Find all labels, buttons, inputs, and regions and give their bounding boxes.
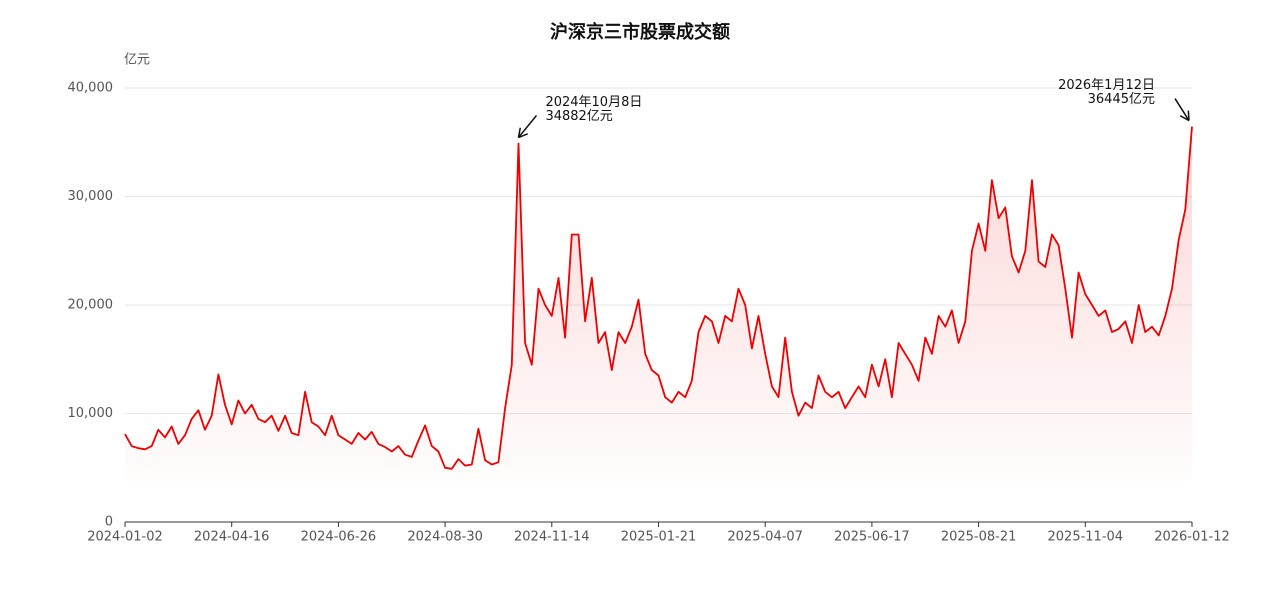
y-tick-label: 0 — [105, 515, 113, 530]
x-tick-label: 2024-11-14 — [514, 530, 590, 545]
y-tick-label: 10,000 — [68, 406, 114, 421]
y-tick-label: 20,000 — [68, 298, 114, 313]
y-tick-label: 30,000 — [68, 189, 114, 204]
x-tick-label: 2025-06-17 — [834, 530, 910, 545]
x-tick-label: 2025-11-04 — [1048, 530, 1124, 545]
annotation-date: 2026年1月12日 — [1058, 78, 1155, 93]
annotation-date: 2024年10月8日 — [545, 95, 642, 110]
line — [124, 126, 1193, 470]
x-tick-label: 2026-01-12 — [1154, 530, 1230, 545]
x-tick-label: 2025-04-07 — [727, 530, 803, 545]
area — [125, 126, 1192, 522]
annotation-arrowhead — [517, 127, 522, 138]
x-tick-label: 2025-08-21 — [941, 530, 1017, 545]
annotation-arrow — [1174, 98, 1190, 121]
annotation-arrowhead — [518, 133, 529, 139]
y-axis-label: 亿元 — [124, 53, 150, 68]
x-tick-label: 2025-01-21 — [621, 530, 697, 545]
y-tick-label: 40,000 — [68, 81, 114, 96]
x-tick-label: 2024-04-16 — [194, 530, 270, 545]
annotation-arrowhead — [1187, 110, 1190, 121]
chart-title: 沪深京三市股票成交额 — [550, 21, 730, 43]
x-tick-label: 2024-06-26 — [301, 530, 377, 545]
annotation-value: 36445亿元 — [1088, 92, 1155, 107]
annotation-arrow — [517, 115, 538, 139]
annotation-value: 34882亿元 — [545, 109, 612, 124]
annotation-arrowhead — [1179, 115, 1190, 122]
x-tick-label: 2024-08-30 — [407, 530, 483, 545]
x-tick-label: 2024-01-02 — [87, 530, 163, 545]
